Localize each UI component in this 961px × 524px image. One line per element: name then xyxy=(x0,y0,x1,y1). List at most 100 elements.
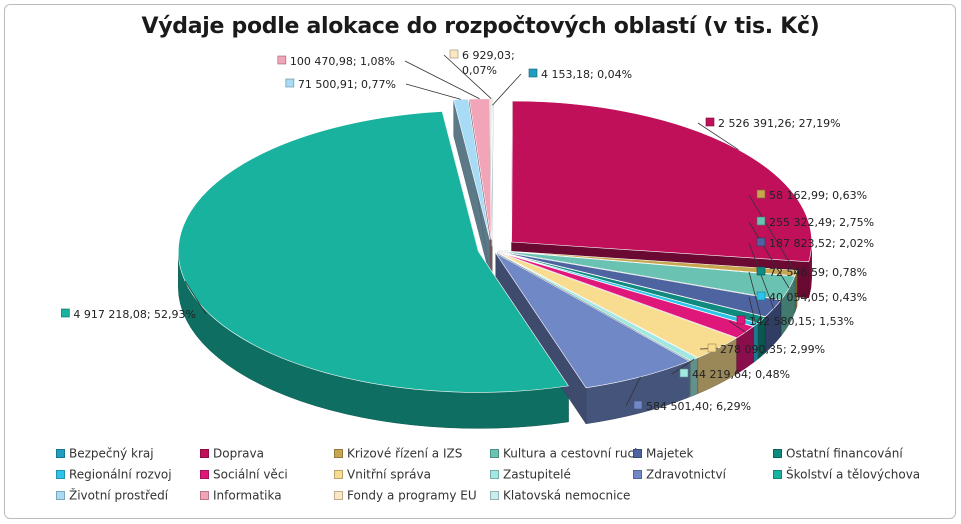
data-label-swatch xyxy=(61,308,70,318)
data-label: 584 501,40; 6,29% xyxy=(646,400,751,413)
legend-item: Školství a tělovýchova xyxy=(773,467,920,482)
leader-line xyxy=(625,376,641,407)
legend-item: Krizové řízení a IZS xyxy=(334,446,462,461)
legend-swatch xyxy=(334,470,343,479)
data-label-swatch xyxy=(756,266,766,276)
legend-label: Ostatní financování xyxy=(786,446,903,461)
leader-line xyxy=(492,73,522,106)
legend-label: Krizové řízení a IZS xyxy=(347,446,463,461)
legend-label: Informatika xyxy=(213,488,282,503)
legend-swatch xyxy=(490,449,499,458)
data-label: 72 546,59; 0,78% xyxy=(769,266,867,279)
pie-chart: 4 153,18; 0,04% 2 526 391,26; 27,19% 58 16… xyxy=(61,49,874,429)
leader-line xyxy=(443,54,492,99)
legend-item: Majetek xyxy=(633,446,693,461)
legend-item: Fondy a programy EU xyxy=(334,488,477,503)
legend-label: Sociální věci xyxy=(213,467,288,482)
data-label: 58 162,99; 0,63% xyxy=(769,189,867,202)
data-label: 6 929,03; xyxy=(462,49,515,62)
legend-item: Životní prostředí xyxy=(56,488,168,503)
data-label-swatch xyxy=(285,78,295,88)
legend-label: Zdravotnictví xyxy=(646,467,726,482)
leader-line xyxy=(748,271,763,321)
legend-label: Fondy a programy EU xyxy=(347,488,477,503)
legend-swatch xyxy=(633,470,642,479)
pie-slice-krizov-zen-a-izs xyxy=(499,250,798,277)
data-label-line2: 0,07% xyxy=(462,64,497,77)
data-label: 278 090,35; 2,99% xyxy=(720,343,825,356)
legend-label: Životní prostředí xyxy=(69,488,169,503)
legend-label: Bezpečný kraj xyxy=(69,446,154,461)
legend-swatch xyxy=(200,470,209,479)
data-label: 2 526 391,26; 27,19% xyxy=(718,117,841,130)
legend-label: Zastupitelé xyxy=(503,467,571,482)
pie-slice-vnit-n-spr-va xyxy=(497,252,737,358)
leader-line xyxy=(697,122,739,151)
chart-title: Výdaje podle alokace do rozpočtových obl… xyxy=(141,14,820,39)
leader-line xyxy=(748,296,757,325)
legend-item: Regionální rozvoj xyxy=(56,467,172,482)
legend-label: Doprava xyxy=(213,446,264,461)
legend-swatch xyxy=(56,491,65,500)
data-label-swatch xyxy=(705,117,715,127)
data-label-swatch xyxy=(528,68,538,78)
legend-item: Klatovská nemocnice xyxy=(490,488,630,503)
data-label-swatch xyxy=(277,55,287,65)
data-label-swatch xyxy=(736,315,746,325)
legend-swatch xyxy=(334,449,343,458)
data-label-swatch xyxy=(707,343,717,353)
pie-tops xyxy=(178,98,812,393)
leader-line xyxy=(404,60,480,100)
data-label: 71 500,91; 0,77% xyxy=(298,78,396,91)
legend-item: Bezpečný kraj xyxy=(56,446,154,461)
legend-swatch xyxy=(56,449,65,458)
data-labels: 4 153,18; 0,04% 2 526 391,26; 27,19% 58 16… xyxy=(61,49,874,413)
data-label-swatch xyxy=(756,189,766,199)
data-label: 187 823,52; 2,02% xyxy=(769,237,874,250)
legend-label: Majetek xyxy=(646,446,694,461)
legend-swatch xyxy=(490,491,499,500)
data-label-swatch xyxy=(633,400,643,410)
data-label: 4 917 218,08; 52,93% xyxy=(73,308,196,321)
leader-line xyxy=(748,194,797,274)
leader-line xyxy=(671,358,695,375)
data-label-swatch xyxy=(756,291,766,301)
data-label: 44 219,64; 0,48% xyxy=(692,368,790,381)
data-label: 142 580,15; 1,53% xyxy=(749,315,854,328)
data-label-swatch xyxy=(449,49,459,59)
legend-label: Regionální rozvoj xyxy=(69,467,172,482)
data-label: 255 322,49; 2,75% xyxy=(769,216,874,229)
legend-label: Vnitřní správa xyxy=(347,467,431,482)
pie-slice-zdravotnictv- xyxy=(495,253,690,389)
pie-slice-informatika xyxy=(469,98,492,240)
legend-item: Kultura a cestovní ruch xyxy=(490,446,642,461)
legend-label: Školství a tělovýchova xyxy=(786,467,921,482)
data-label-swatch xyxy=(679,368,689,378)
legend-item: Ostatní financování xyxy=(773,446,903,461)
legend-item: Sociální věci xyxy=(200,467,288,482)
leader-line xyxy=(748,242,775,309)
legend-label: Kultura a cestovní ruch xyxy=(503,446,642,461)
pie-slice-majetek xyxy=(499,251,782,317)
legend-item: Informatika xyxy=(200,488,282,503)
legend-swatch xyxy=(490,470,499,479)
legend-swatch xyxy=(200,491,209,500)
legend-label: Klatovská nemocnice xyxy=(503,488,631,503)
data-label-swatch xyxy=(756,216,766,226)
leader-line xyxy=(728,320,746,333)
legend-swatch xyxy=(200,449,209,458)
data-label-swatch xyxy=(756,237,766,247)
legend-item: Zdravotnictví xyxy=(633,467,726,482)
legend-swatch xyxy=(334,491,343,500)
legend-item: Zastupitelé xyxy=(490,467,571,482)
data-label: 100 470,98; 1,08% xyxy=(290,55,395,68)
legend-swatch xyxy=(633,449,642,458)
legend-swatch xyxy=(56,470,65,479)
data-label: 4 153,18; 0,04% xyxy=(541,68,632,81)
legend-swatch xyxy=(773,470,782,479)
legend-swatch xyxy=(773,449,782,458)
data-label: 40 054,05; 0,43% xyxy=(769,291,867,304)
leader-line xyxy=(405,83,461,100)
legend-item: Doprava xyxy=(200,446,264,461)
leader-line xyxy=(184,280,207,315)
